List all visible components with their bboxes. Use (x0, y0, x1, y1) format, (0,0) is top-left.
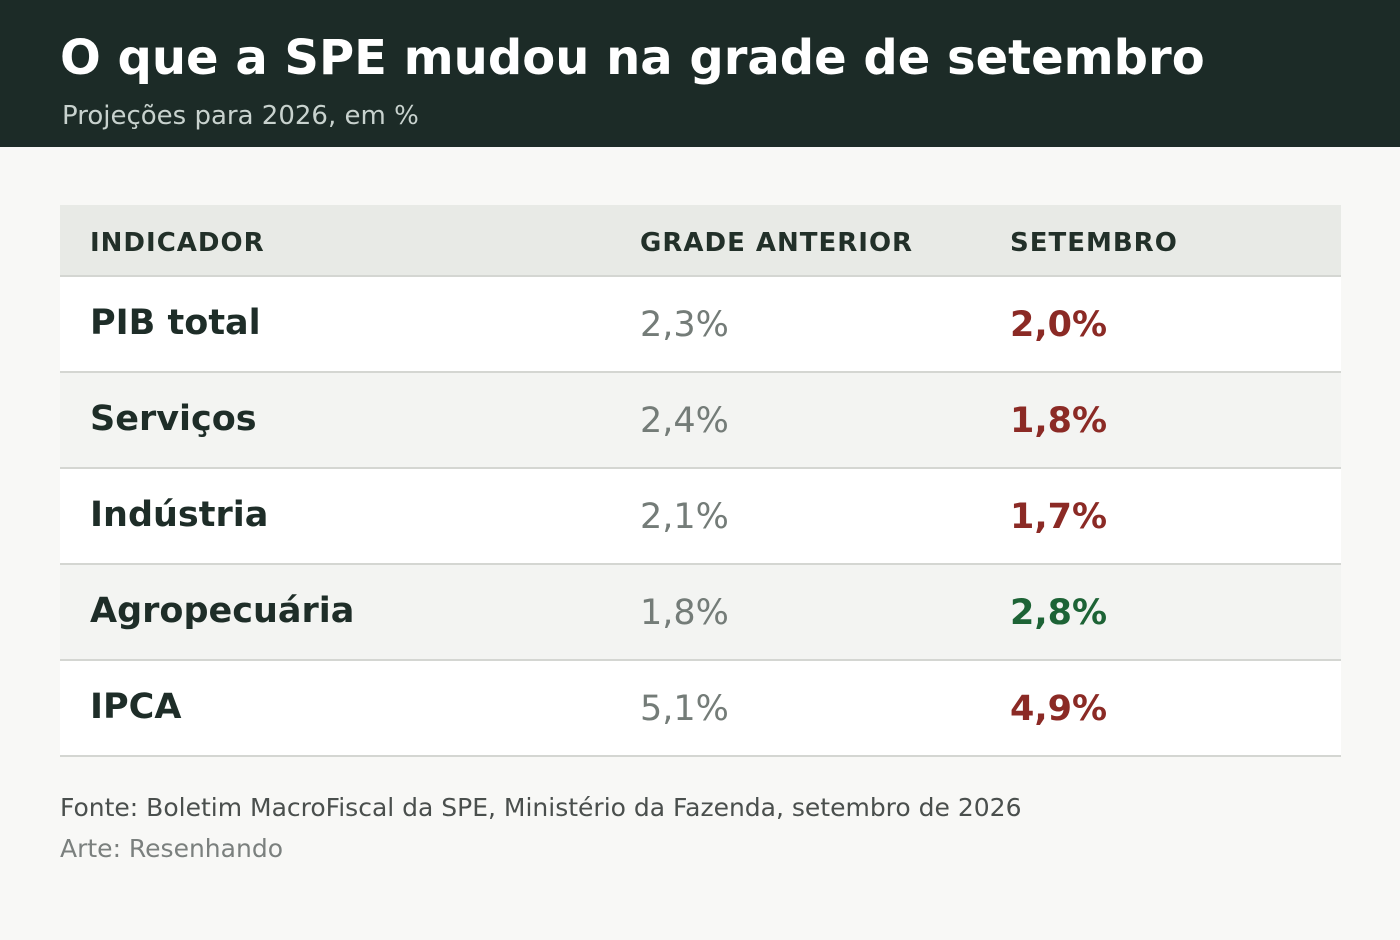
table-row: IPCA 5,1% 4,9% (60, 661, 1341, 757)
header-banner: O que a SPE mudou na grade de setembro P… (0, 0, 1400, 147)
projections-table: INDICADOR GRADE ANTERIOR SETEMBRO PIB to… (60, 205, 1341, 757)
credit-note: Arte: Resenhando (60, 834, 283, 863)
previous-value-cell: 5,1% (640, 689, 729, 729)
column-header-previous: GRADE ANTERIOR (640, 228, 914, 258)
september-value-cell: 4,9% (1010, 689, 1108, 729)
september-value-cell: 1,7% (1010, 497, 1108, 537)
table-row: Serviços 2,4% 1,8% (60, 373, 1341, 469)
previous-value-cell: 2,3% (640, 305, 729, 345)
page-subtitle: Projeções para 2026, em % (62, 101, 419, 131)
indicator-cell: Serviços (90, 399, 257, 439)
column-header-indicator: INDICADOR (90, 228, 265, 258)
indicator-cell: PIB total (90, 303, 261, 343)
september-value-cell: 2,8% (1010, 593, 1108, 633)
column-header-september: SETEMBRO (1010, 228, 1178, 258)
previous-value-cell: 2,4% (640, 401, 729, 441)
page-title: O que a SPE mudou na grade de setembro (60, 30, 1205, 86)
previous-value-cell: 1,8% (640, 593, 729, 633)
indicator-cell: Agropecuária (90, 591, 355, 631)
previous-value-cell: 2,1% (640, 497, 729, 537)
september-value-cell: 2,0% (1010, 305, 1108, 345)
table-row: PIB total 2,3% 2,0% (60, 277, 1341, 373)
table-row: Indústria 2,1% 1,7% (60, 469, 1341, 565)
table-header: INDICADOR GRADE ANTERIOR SETEMBRO (60, 205, 1341, 277)
table-row: Agropecuária 1,8% 2,8% (60, 565, 1341, 661)
indicator-cell: Indústria (90, 495, 269, 535)
source-note: Fonte: Boletim MacroFiscal da SPE, Minis… (60, 793, 1022, 822)
september-value-cell: 1,8% (1010, 401, 1108, 441)
indicator-cell: IPCA (90, 687, 182, 727)
